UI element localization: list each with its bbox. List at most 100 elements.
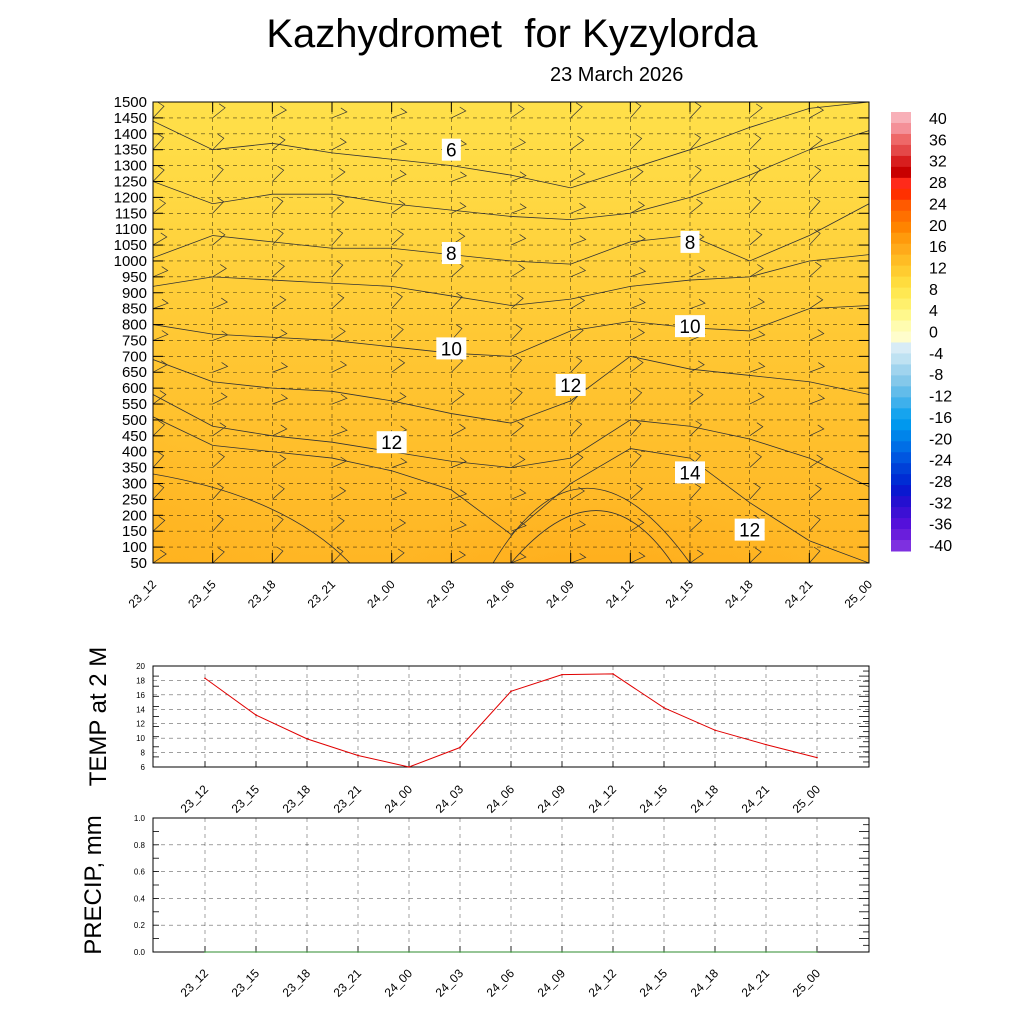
wind-barb — [272, 135, 286, 150]
wind-barb — [391, 199, 406, 214]
y-tick-label: 450 — [122, 428, 147, 445]
contour-label-box — [436, 337, 467, 360]
colorbar-label: 36 — [929, 132, 947, 149]
y-tick-label: 0.4 — [134, 894, 146, 903]
x-tick-label: 23_18 — [245, 577, 279, 611]
wind-barb — [809, 295, 824, 309]
wind-barb — [510, 421, 525, 437]
wind-barb — [331, 293, 345, 309]
wind-barb — [749, 547, 762, 563]
x-tick-label: 24_15 — [637, 966, 671, 1000]
x-tick-label: 25_00 — [842, 577, 876, 611]
wind-barb — [391, 325, 404, 341]
colorbar-swatch — [891, 133, 911, 146]
colorbar-swatch — [891, 375, 911, 387]
y-tick-label: 1.0 — [134, 814, 146, 823]
contour-label: 8 — [446, 244, 457, 265]
wind-barb — [153, 516, 166, 532]
wind-barb — [570, 203, 587, 214]
x-tick-label: 23_15 — [229, 966, 263, 1000]
wind-barb — [212, 133, 225, 150]
x-tick-label: 23_15 — [229, 782, 263, 816]
wind-barb — [689, 266, 706, 278]
x-tick-label: 23_12 — [126, 577, 160, 611]
wind-barb — [570, 520, 586, 532]
temp-panel: 6 8 10 12 14 16 18 20 23_12 23_15 23_18 23_21 24_00 2… — [85, 647, 870, 816]
colorbar-label: 4 — [929, 303, 938, 320]
colorbar-label: 40 — [929, 111, 947, 128]
colorbar-swatch — [891, 474, 911, 486]
wind-barb — [868, 212, 869, 214]
colorbar-swatch — [891, 177, 911, 190]
wind-barb — [570, 102, 583, 119]
data-point — [765, 743, 767, 746]
wind-barb — [630, 134, 643, 150]
colorbar-swatch — [891, 265, 911, 278]
colorbar-swatch — [891, 386, 911, 398]
wind-barb — [868, 117, 869, 118]
wind-barb — [809, 105, 825, 119]
wind-barb — [212, 422, 227, 437]
wind-barb — [510, 171, 527, 182]
wind-barb — [868, 276, 869, 277]
colorbar-label: -4 — [929, 346, 943, 363]
contour-line — [153, 416, 869, 563]
colorbar-swatch — [891, 518, 911, 530]
x-tick-label: 24_15 — [637, 782, 671, 816]
wind-barb — [331, 516, 345, 532]
contour-label: 10 — [679, 317, 700, 338]
wind-barb — [630, 551, 646, 563]
contour-label: 12 — [381, 433, 402, 454]
contour-line — [153, 130, 869, 221]
wind-barb — [153, 483, 165, 500]
y-tick-label: 8 — [141, 749, 146, 758]
data-point — [561, 673, 563, 676]
colorbar-swatch — [891, 408, 911, 420]
wind-barb — [868, 499, 869, 500]
colorbar-swatch — [891, 496, 911, 508]
wind-barb — [212, 483, 224, 500]
wind-barb — [749, 330, 766, 341]
colorbar-label: 0 — [929, 325, 938, 342]
colorbar-swatch — [891, 430, 911, 442]
wind-barb — [212, 330, 229, 341]
wind-barb — [749, 392, 765, 405]
y-tick-label: 0.0 — [134, 948, 146, 957]
wind-barb — [809, 515, 821, 532]
colorbar-swatch — [891, 540, 911, 552]
page-title: Kazhydromet for Kyzylorda — [266, 12, 758, 56]
wind-barb — [689, 102, 702, 119]
contour-label: 6 — [446, 141, 457, 162]
data-point — [255, 951, 257, 953]
wind-barb — [689, 483, 702, 500]
colorbar-swatch — [891, 364, 911, 376]
x-tick-label: 24_21 — [739, 966, 773, 1000]
colorbar-swatch — [891, 122, 911, 135]
colorbar-swatch — [891, 144, 911, 157]
y-tick-label: 14 — [136, 705, 145, 714]
x-tick-label: 24_18 — [688, 966, 722, 1000]
data-point — [510, 690, 512, 693]
y-tick-label: 16 — [136, 691, 145, 700]
y-axis-title: PRECIP, mm — [80, 815, 107, 955]
colorbar-swatch — [891, 353, 911, 365]
data-point — [561, 951, 563, 953]
wind-barb — [630, 328, 645, 341]
colorbar-label: 32 — [929, 154, 947, 171]
wind-barb — [868, 530, 869, 532]
wind-barb — [689, 549, 704, 563]
contour-label-box — [675, 315, 705, 338]
x-tick-label: 24_18 — [688, 782, 722, 816]
y-tick-label: 1200 — [114, 189, 147, 206]
wind-barb — [749, 133, 762, 150]
data-point — [612, 951, 614, 953]
data-point — [357, 951, 359, 953]
x-tick-label: 23_18 — [280, 966, 314, 1000]
contour-label-box — [734, 518, 765, 541]
wind-barb — [153, 266, 169, 278]
wind-barb — [331, 360, 348, 373]
wind-barb — [868, 149, 869, 150]
wind-barb — [451, 550, 466, 563]
wind-barb — [570, 169, 586, 182]
colorbar-swatch — [891, 419, 911, 431]
